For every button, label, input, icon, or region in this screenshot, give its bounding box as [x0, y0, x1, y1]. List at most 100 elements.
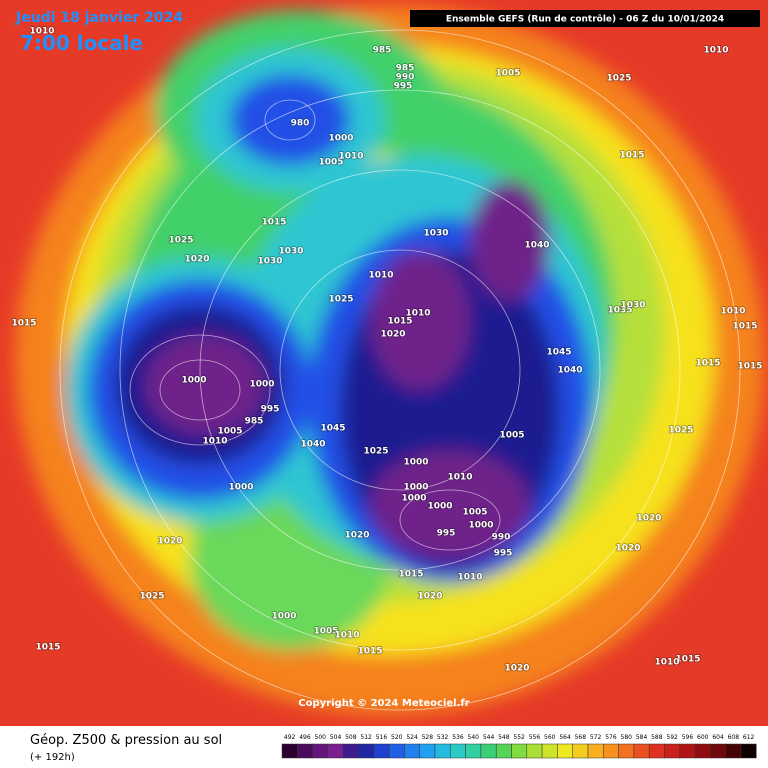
colorbar-box	[664, 743, 681, 759]
isobar-label: 995	[261, 405, 280, 415]
colorbar-box	[679, 743, 696, 759]
time: 7:00 locale	[20, 31, 143, 55]
isobar-label: 1015	[261, 218, 286, 228]
isobar-label: 1020	[615, 544, 640, 554]
colorbar-label: 604	[712, 734, 724, 741]
isobar-label: 1035	[607, 306, 632, 316]
isobar-label: 1010	[447, 473, 472, 483]
isobar-label: 1000	[427, 502, 452, 512]
isobar-label: 995	[394, 82, 413, 92]
colorbar-box	[526, 743, 543, 759]
colorbar-box	[694, 743, 711, 759]
isobar-label: 1025	[363, 447, 388, 457]
colorbar-label: 508	[345, 734, 357, 741]
colorbar-box	[557, 743, 573, 759]
isobar-label: 1025	[328, 295, 353, 305]
colorbar-label: 564	[559, 734, 571, 741]
colorbar-box	[495, 743, 512, 759]
colorbar-label: 592	[666, 734, 678, 741]
isobar-label: 1010	[202, 437, 227, 447]
isobar-label: 985	[373, 46, 392, 56]
colorbar-box	[281, 743, 298, 759]
isobar-label: 1015	[398, 570, 423, 580]
isobar-label: 1010	[29, 27, 54, 37]
isobar-label: 1030	[257, 257, 282, 267]
isobar-label: 1010	[703, 46, 728, 56]
colorbar-label: 572	[590, 734, 602, 741]
colorbar-box	[297, 743, 313, 759]
isobar-label: 1030	[620, 301, 645, 311]
isobar-label: 1040	[300, 440, 325, 450]
date: Jeudi 18 janvier 2024	[15, 10, 183, 26]
isobar-label: 1010	[405, 309, 430, 319]
colorbar-box	[358, 743, 375, 759]
isobar-label: 1000	[181, 376, 206, 386]
isobar-label: 1000	[403, 483, 428, 493]
colorbar-label: 612	[743, 734, 755, 741]
colorbar-label: 600	[697, 734, 709, 741]
colorbar-label: 504	[330, 734, 342, 741]
isobar-label: 985	[245, 417, 264, 427]
isobar-label: 1010	[334, 631, 359, 641]
colorbar-label: 540	[468, 734, 480, 741]
colorbar-box	[740, 743, 757, 759]
isobar-label: 1045	[320, 424, 345, 434]
colorbar-label: 588	[651, 734, 663, 741]
colorbar-box	[434, 743, 451, 759]
isobar-label: 1005	[313, 627, 338, 637]
isobar-label: 1030	[278, 247, 303, 257]
isobar-label: 1005	[318, 158, 343, 168]
colorbar-box	[465, 743, 482, 759]
isobar-label: 1015	[732, 322, 757, 332]
isobar-label: 1045	[546, 348, 571, 358]
colorbar-box	[388, 743, 405, 759]
colorbar-label: 520	[391, 734, 403, 741]
colorbar-label: 580	[621, 734, 633, 741]
colorbar-label: 548	[498, 734, 510, 741]
isobar-label: 1010	[654, 658, 679, 668]
isobar-label: 1005	[499, 431, 524, 441]
colorbar-label: 536	[452, 734, 464, 741]
isobar-label: 1020	[344, 531, 369, 541]
isobar-label: 990	[492, 533, 511, 543]
isobar-label: 1015	[737, 362, 762, 372]
colorbar-label: 556	[529, 734, 541, 741]
isobar-label: 1000	[249, 380, 274, 390]
isobar-label: 1025	[139, 592, 164, 602]
colorbar-box	[450, 743, 466, 759]
colorbar-label: 496	[299, 734, 311, 741]
map-field: Ensemble GEFS (Run de contrôle) - 06 Z d…	[0, 0, 768, 726]
footer-title: Géop. Z500 & pression au sol	[30, 733, 222, 748]
isobar-label: 1025	[168, 236, 193, 246]
isobar-label: 1005	[217, 427, 242, 437]
colorbar-box	[725, 743, 742, 759]
isobar-label: 1030	[423, 229, 448, 239]
isobar-label: 1020	[157, 537, 182, 547]
colorbar-box	[511, 743, 528, 759]
isobar-label: 1020	[636, 514, 661, 524]
isobar-label: 1040	[557, 366, 582, 376]
colorbar-label: 560	[544, 734, 556, 741]
isobar-label: 1000	[401, 494, 426, 504]
colorbar-label: 492	[284, 734, 296, 741]
colorbar-label: 532	[437, 734, 449, 741]
colorbar-box	[312, 743, 329, 759]
colorbar-box	[618, 743, 635, 759]
isobar-label: 1015	[35, 643, 60, 653]
copyright: Copyright © 2024 Meteociel.fr	[298, 698, 469, 709]
run-box	[410, 10, 760, 27]
isobar-label: 1020	[417, 592, 442, 602]
colorbar-box	[648, 743, 665, 759]
colorbar-box	[327, 743, 344, 759]
isobar-label: 1000	[403, 458, 428, 468]
colorbar-label: 512	[360, 734, 372, 741]
colorbar-label: 552	[513, 734, 525, 741]
isobar-label: 1020	[184, 255, 209, 265]
colorbar-label: 584	[636, 734, 648, 741]
colorbar-box	[541, 743, 558, 759]
isobar-label: 1025	[606, 74, 631, 84]
isobar-label: 1000	[271, 612, 296, 622]
isobar-label: 1015	[675, 655, 700, 665]
colorbar-label: 516	[376, 734, 388, 741]
